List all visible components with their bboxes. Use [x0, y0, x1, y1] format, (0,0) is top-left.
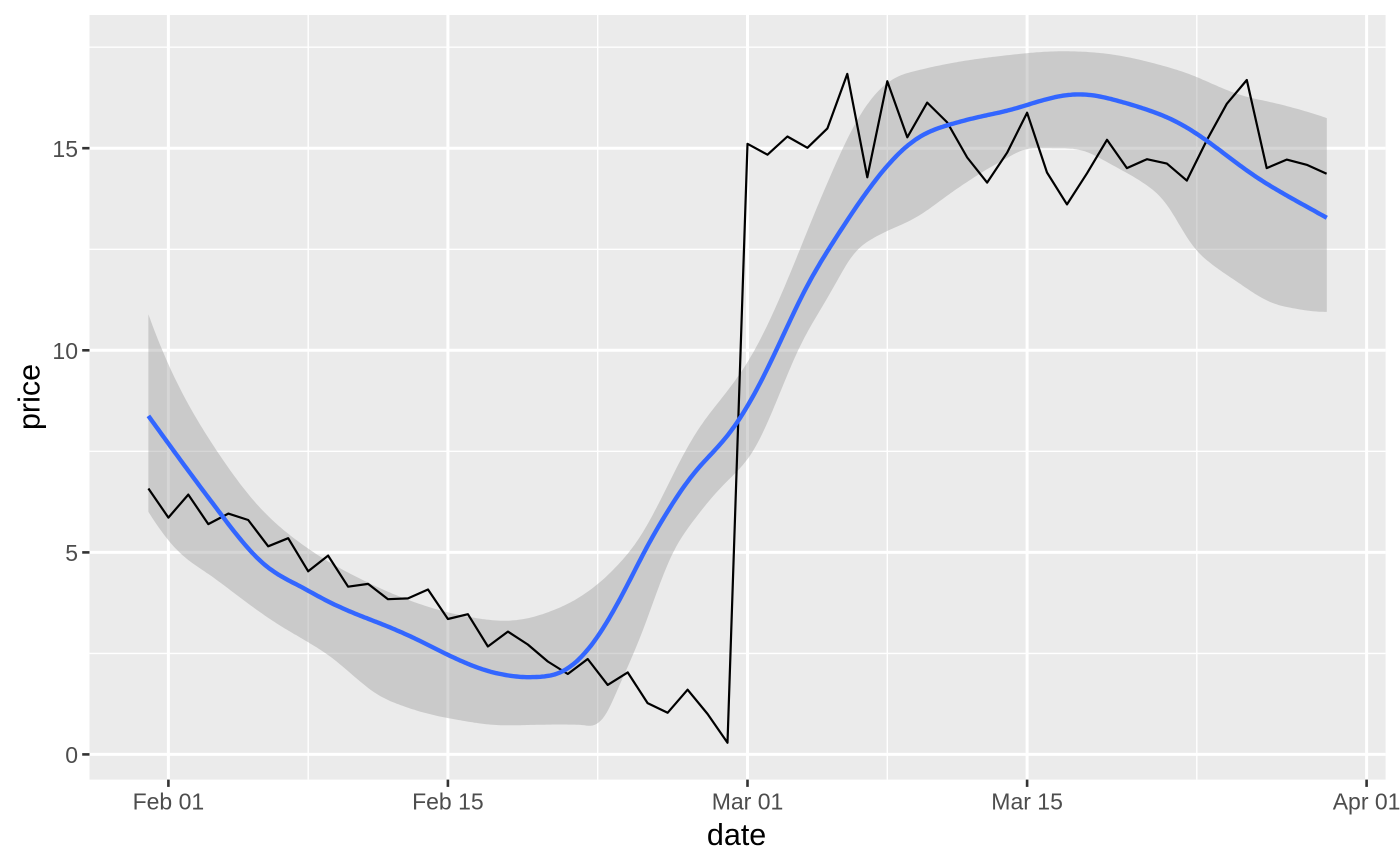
svg-text:Feb 15: Feb 15: [412, 789, 484, 815]
svg-text:date: date: [707, 818, 766, 852]
svg-text:price: price: [12, 364, 46, 430]
svg-text:Apr 01: Apr 01: [1333, 789, 1400, 815]
svg-text:Mar 01: Mar 01: [712, 789, 784, 815]
svg-text:15: 15: [52, 136, 78, 162]
svg-text:10: 10: [52, 338, 78, 364]
svg-text:0: 0: [65, 742, 78, 768]
svg-text:5: 5: [65, 540, 78, 566]
svg-text:Mar 15: Mar 15: [991, 789, 1063, 815]
svg-text:Feb 01: Feb 01: [133, 789, 205, 815]
